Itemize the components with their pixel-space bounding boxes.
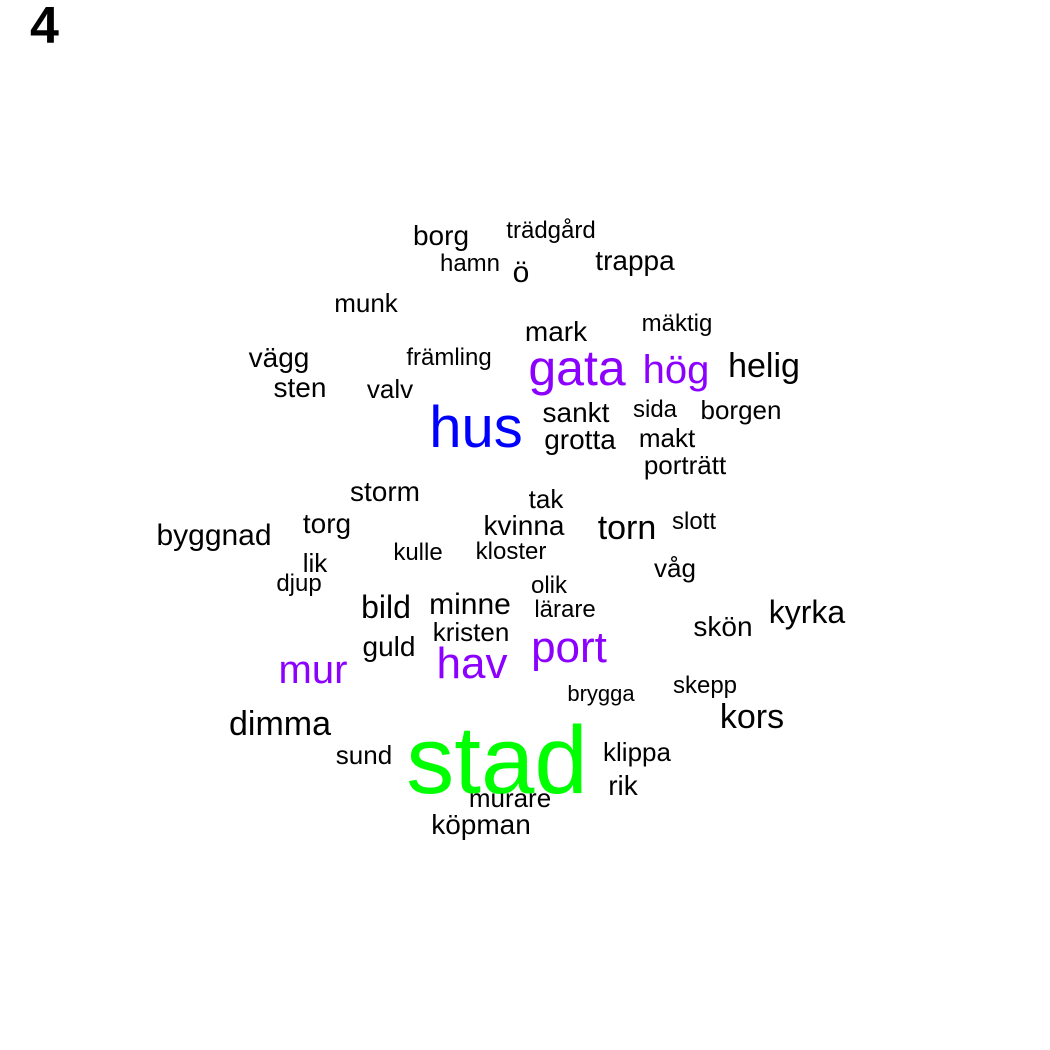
cloud-word: klippa (603, 737, 671, 767)
cloud-word: lärare (534, 596, 596, 623)
cloud-word: sten (273, 372, 327, 403)
cloud-word: munk (334, 288, 398, 318)
cloud-word: hav (436, 639, 508, 688)
cloud-word: mur (278, 648, 348, 692)
cloud-word: djup (276, 570, 322, 597)
cloud-word: mark (524, 316, 588, 347)
cloud-word: port (531, 623, 607, 672)
cloud-word: kors (719, 698, 785, 736)
cloud-word: ö (512, 256, 530, 289)
cloud-word: kvinna (483, 510, 565, 541)
cloud-word: grotta (544, 424, 616, 455)
cloud-word: hög (642, 348, 710, 392)
cloud-word: främling (406, 344, 492, 371)
cloud-word: kristen (432, 617, 510, 647)
cloud-word: kyrka (768, 594, 846, 630)
cloud-word: slott (671, 508, 717, 535)
cloud-word: sankt (542, 397, 610, 428)
cloud-word: olik (530, 572, 568, 599)
cloud-word: hamn (439, 250, 501, 277)
cloud-word: murare (468, 783, 552, 813)
cloud-word: sund (335, 740, 393, 770)
cloud-word: kulle (393, 539, 443, 566)
cloud-word: guld (362, 631, 416, 662)
cloud-word: brygga (567, 681, 635, 706)
cloud-word: kloster (475, 538, 547, 565)
cloud-word: köpman (431, 809, 531, 840)
cloud-word: minne (429, 588, 511, 621)
cloud-word: torg (302, 508, 352, 539)
cloud-word: gata (528, 340, 626, 396)
cloud-word: trädgård (506, 217, 596, 244)
cloud-word: makt (638, 423, 696, 453)
cloud-word: lik (302, 548, 328, 578)
cloud-word: vägg (248, 342, 310, 373)
cloud-word: rik (608, 770, 638, 801)
cloud-word: våg (654, 553, 696, 583)
cloud-word: dimma (228, 705, 332, 743)
cloud-word: sida (632, 396, 678, 423)
cloud-word: borgen (700, 395, 782, 425)
cloud-word: tak (528, 484, 564, 514)
panel-label: 4 (30, 0, 59, 55)
cloud-word: stad (406, 707, 588, 814)
cloud-word: torn (597, 509, 657, 547)
cloud-word: byggnad (156, 519, 272, 552)
cloud-word: porträtt (643, 450, 727, 480)
cloud-word: hus (429, 395, 523, 460)
cloud-word: storm (350, 476, 420, 507)
cloud-word: trappa (595, 245, 675, 276)
cloud-word: mäktig (641, 310, 713, 337)
cloud-word: borg (412, 220, 470, 251)
cloud-word: skepp (672, 672, 738, 699)
cloud-word: helig (728, 347, 800, 385)
cloud-word: bild (361, 589, 411, 625)
cloud-word: skön (693, 611, 753, 642)
cloud-word: valv (366, 374, 414, 404)
